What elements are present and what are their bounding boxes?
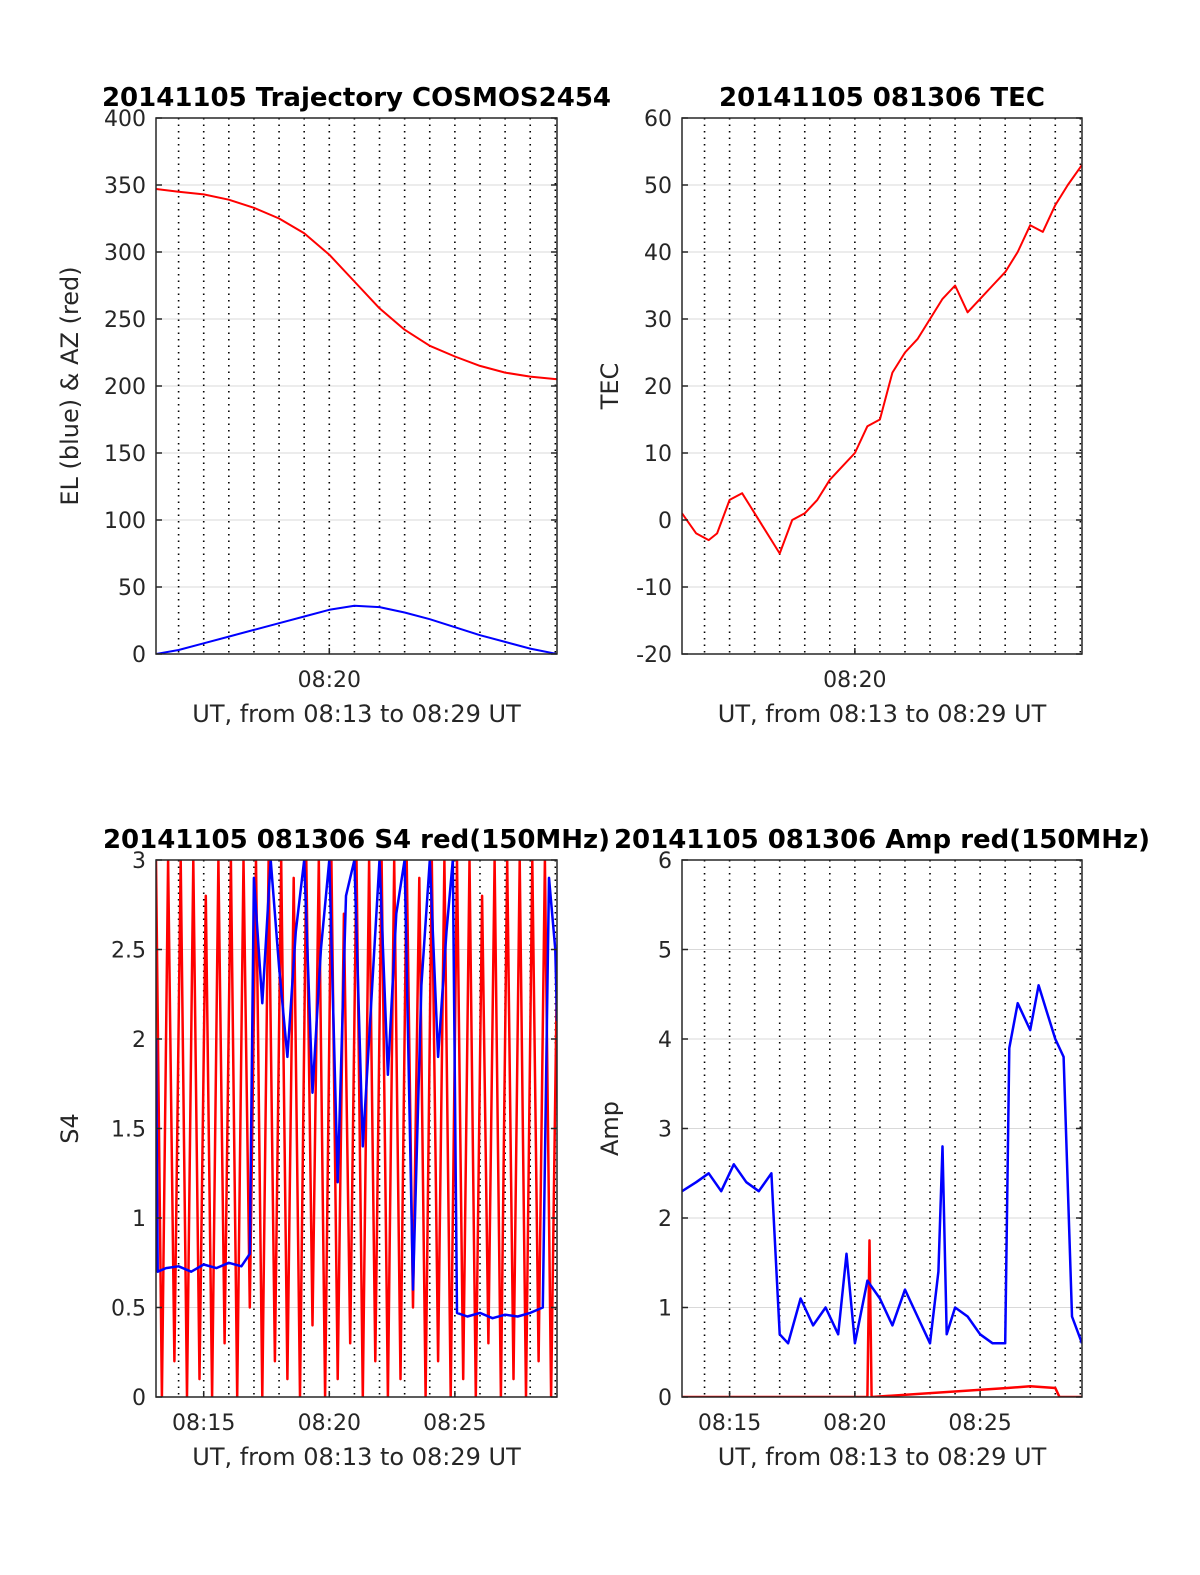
y-tick-label: 2.5 xyxy=(111,939,146,964)
y-axis-label: Amp xyxy=(596,1101,624,1156)
y-tick-label: 3 xyxy=(658,1118,672,1143)
y-tick-label: 5 xyxy=(658,939,672,964)
series-line-blue xyxy=(682,984,1082,1345)
x-tick-label: 08:25 xyxy=(423,1411,486,1436)
y-axis-label: EL (blue) & AZ (red) xyxy=(56,266,84,505)
y-tick-label: 4 xyxy=(658,1028,672,1053)
y-tick-label: 300 xyxy=(104,241,146,266)
y-tick-label: 20 xyxy=(644,375,672,400)
x-tick-label: 08:20 xyxy=(823,1411,886,1436)
y-tick-label: 2 xyxy=(132,1028,146,1053)
y-tick-label: 30 xyxy=(644,308,672,333)
y-tick-label: 3 xyxy=(132,849,146,874)
y-tick-label: 100 xyxy=(104,509,146,534)
panel-s4: 0 0.5 1 1.5 2 2.5 3 08:15 08:20 08:25 20141105 081… xyxy=(56,825,610,1471)
y-tick-label: 50 xyxy=(644,174,672,199)
series-line-red xyxy=(156,860,557,1397)
y-tick-label: 6 xyxy=(658,849,672,874)
y-tick-label: 400 xyxy=(104,107,146,132)
chart-title: 20141105 081306 TEC xyxy=(719,83,1045,113)
chart-title: 20141105 Trajectory COSMOS2454 xyxy=(102,83,611,113)
y-tick-label: 200 xyxy=(104,375,146,400)
x-tick-label: 08:20 xyxy=(298,668,361,693)
y-tick-label: 60 xyxy=(644,107,672,132)
series-line-red xyxy=(156,188,557,381)
y-tick-label: 0 xyxy=(132,643,146,668)
y-tick-label: 1.5 xyxy=(111,1118,146,1143)
panel-amp: 0 1 2 3 4 5 6 08:15 08:20 08:25 20141105 081306 Am… xyxy=(596,825,1150,1471)
x-tick-label: 08:20 xyxy=(823,668,886,693)
x-axis-label: UT, from 08:13 to 08:29 UT xyxy=(192,700,521,728)
y-tick-label: -10 xyxy=(636,576,672,601)
x-tick-label: 08:15 xyxy=(698,1411,761,1436)
y-tick-label: 0 xyxy=(658,509,672,534)
y-tick-label: 50 xyxy=(118,576,146,601)
panel-trajectory: 0 50 100 150 200 250 300 350 400 08:20 20141105 Tr… xyxy=(56,83,611,728)
y-tick-label: -20 xyxy=(636,643,672,668)
panel-tec: -20 -10 0 10 20 30 40 50 60 08:20 20141105 081306 … xyxy=(596,83,1083,728)
y-tick-label: 1 xyxy=(658,1297,672,1322)
x-tick-label: 08:20 xyxy=(298,1411,361,1436)
y-tick-label: 40 xyxy=(644,241,672,266)
y-tick-label: 2 xyxy=(658,1207,672,1232)
y-tick-label: 10 xyxy=(644,442,672,467)
y-axis-label: TEC xyxy=(596,363,624,411)
series-line-red xyxy=(682,1239,1082,1397)
x-axis-label: UT, from 08:13 to 08:29 UT xyxy=(718,700,1047,728)
y-tick-label: 0 xyxy=(658,1386,672,1411)
y-tick-label: 1 xyxy=(132,1207,146,1232)
series-line-blue xyxy=(156,860,557,1320)
x-axis-label: UT, from 08:13 to 08:29 UT xyxy=(718,1443,1047,1471)
x-axis-label: UT, from 08:13 to 08:29 UT xyxy=(192,1443,521,1471)
x-tick-label: 08:25 xyxy=(948,1411,1011,1436)
y-tick-label: 0.5 xyxy=(111,1297,146,1322)
x-tick-label: 08:15 xyxy=(172,1411,235,1436)
chart-title: 20141105 081306 Amp red(150MHz) xyxy=(614,825,1150,855)
series-line-blue xyxy=(156,604,557,654)
y-tick-label: 350 xyxy=(104,174,146,199)
y-axis-label: S4 xyxy=(56,1113,84,1144)
chart-title: 20141105 081306 S4 red(150MHz) xyxy=(103,825,610,855)
y-tick-label: 0 xyxy=(132,1386,146,1411)
y-tick-label: 250 xyxy=(104,308,146,333)
series-line-red xyxy=(682,164,1082,555)
y-tick-label: 150 xyxy=(104,442,146,467)
